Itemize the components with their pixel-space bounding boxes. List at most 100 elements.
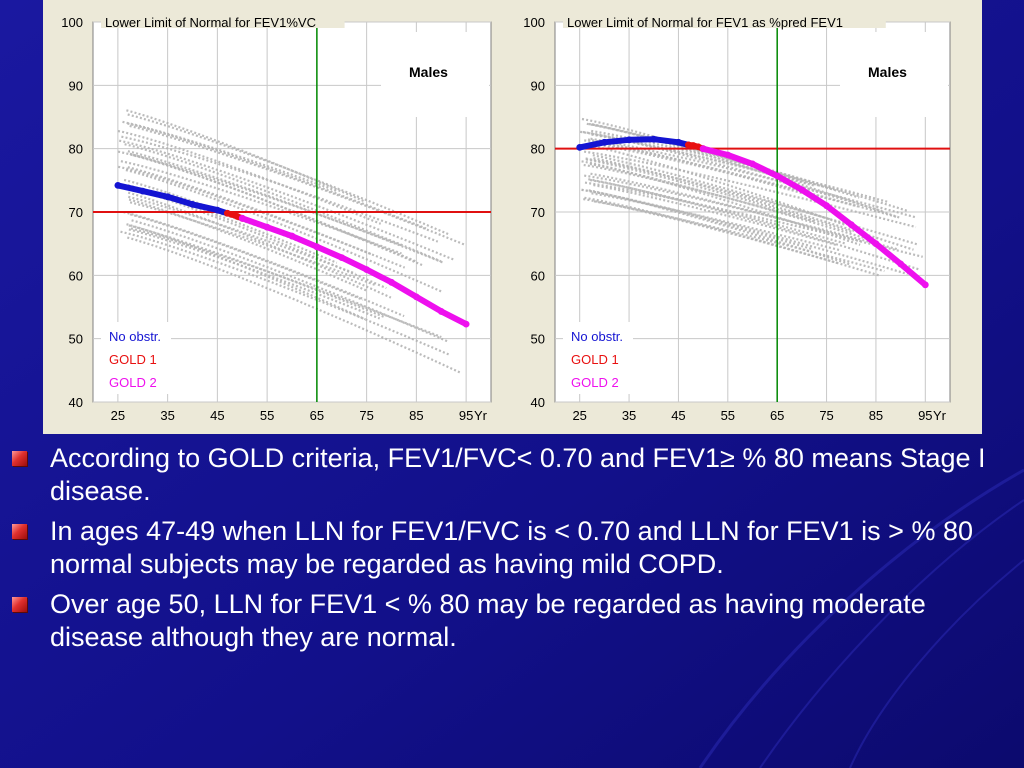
reference-trajectory	[128, 198, 369, 293]
legend-entry: GOLD 2	[109, 375, 157, 390]
x-tick-label: 85	[869, 408, 883, 423]
reference-trajectory	[127, 150, 445, 265]
reference-trajectory	[129, 201, 376, 286]
lln-series-point	[576, 144, 584, 151]
chart-group: Lower Limit of Normal for FEV1 as %pred …	[523, 13, 951, 423]
legend-entry: GOLD 1	[109, 352, 157, 367]
x-tick-label: 25	[572, 408, 586, 423]
y-tick-label: 70	[531, 205, 545, 220]
lln-series-point	[823, 202, 830, 210]
bullet-square-icon	[12, 451, 27, 466]
lln-series-point	[388, 278, 395, 286]
reference-trajectory	[130, 227, 442, 339]
bullet-item: According to GOLD criteria, FEV1/FVC< 0.…	[12, 442, 994, 508]
bullet-item: In ages 47-49 when LLN for FEV1/FVC is <…	[12, 515, 994, 581]
x-unit-label: Yr	[933, 408, 947, 423]
lln-series-point	[263, 223, 271, 231]
lln-series-point	[872, 240, 880, 248]
y-tick-label: 90	[531, 78, 545, 93]
chart-title: Lower Limit of Normal for FEV1%VC	[105, 15, 316, 30]
y-tick-label: 60	[69, 268, 83, 283]
chart-title-background	[101, 13, 345, 28]
reference-trajectory	[585, 157, 918, 246]
bullet-text: Over age 50, LLN for FEV1 < % 80 may be …	[50, 589, 926, 652]
bullet-item: Over age 50, LLN for FEV1 < % 80 may be …	[12, 588, 994, 654]
chart-group: Lower Limit of Normal for FEV1%VC Males No…	[61, 13, 492, 423]
reference-trajectory	[585, 143, 847, 227]
lln-series-point	[437, 308, 445, 315]
x-tick-label: 55	[721, 408, 735, 423]
reference-trajectory	[118, 139, 454, 261]
lln-series-line	[239, 215, 470, 328]
y-tick-label: 60	[531, 268, 545, 283]
lln-series-point	[724, 151, 732, 159]
lln-series-point	[675, 138, 682, 146]
reference-trajectory	[584, 174, 899, 251]
reference-trajectory	[584, 181, 923, 258]
x-tick-label: 65	[770, 408, 784, 423]
reference-trajectory	[123, 211, 405, 318]
lln-series-point	[313, 243, 321, 251]
x-tick-label: 85	[409, 408, 423, 423]
lln-series-point	[798, 186, 806, 194]
reference-trajectory	[127, 184, 338, 264]
y-tick-label: 50	[531, 332, 545, 347]
lln-series-point	[114, 182, 122, 189]
reference-trajectory	[129, 124, 465, 246]
males-label: Males	[409, 64, 448, 80]
reference-trajectory	[590, 172, 864, 243]
bullet-text: According to GOLD criteria, FEV1/FVC< 0.…	[50, 443, 986, 506]
chart-title-background	[563, 13, 886, 28]
lln-series-point	[921, 281, 929, 289]
x-tick-label: 75	[819, 408, 833, 423]
y-tick-label: 100	[523, 15, 545, 30]
reference-trajectory	[581, 188, 813, 251]
legend-entry: GOLD 1	[571, 352, 619, 367]
reference-trajectory	[117, 129, 382, 225]
y-tick-label: 80	[531, 142, 545, 157]
lln-series-point	[600, 138, 608, 146]
males-box	[381, 32, 489, 117]
reference-trajectory	[131, 219, 449, 343]
charts-canvas: Lower Limit of Normal for FEV1%VC Males No…	[61, 13, 951, 423]
bullet-list: According to GOLD criteria, FEV1/FVC< 0.…	[12, 442, 994, 661]
x-tick-label: 95	[918, 408, 932, 423]
reference-trajectory	[123, 185, 387, 290]
reference-trajectory	[583, 198, 839, 265]
legend-box	[101, 322, 171, 394]
lln-series-line	[700, 145, 929, 288]
reference-trajectory	[125, 168, 443, 293]
bullet-text: In ages 47-49 when LLN for FEV1/FVC is <…	[50, 516, 973, 579]
x-tick-label: 45	[210, 408, 224, 423]
reference-trajectory	[121, 135, 439, 243]
reference-trajectory	[126, 223, 366, 321]
y-tick-label: 90	[69, 78, 83, 93]
lln-series-point	[625, 136, 633, 144]
y-tick-label: 40	[531, 395, 545, 410]
reference-trajectory	[127, 191, 392, 299]
reference-trajectory	[127, 166, 374, 256]
reference-trajectory	[126, 109, 366, 203]
reference-trajectory	[592, 154, 831, 221]
y-tick-label: 40	[69, 395, 83, 410]
reference-trajectory	[129, 152, 423, 267]
reference-trajectory	[584, 139, 899, 219]
x-tick-label: 65	[310, 408, 324, 423]
reference-trajectory	[591, 123, 901, 219]
bullet-square-icon	[12, 597, 27, 612]
lln-series-point	[650, 135, 658, 143]
y-tick-label: 100	[61, 15, 83, 30]
lln-series-point	[699, 145, 707, 153]
x-tick-label: 35	[622, 408, 636, 423]
reference-trajectory	[583, 150, 917, 229]
reference-trajectory	[588, 178, 921, 271]
reference-trajectory	[127, 122, 427, 230]
males-label: Males	[868, 64, 907, 80]
x-tick-label: 75	[359, 408, 373, 423]
lln-series-point	[338, 254, 346, 261]
males-box	[840, 32, 948, 117]
reference-trajectory	[589, 162, 875, 243]
legend-box	[563, 322, 633, 394]
reference-trajectory	[593, 157, 914, 251]
lln-series-point	[749, 160, 756, 168]
